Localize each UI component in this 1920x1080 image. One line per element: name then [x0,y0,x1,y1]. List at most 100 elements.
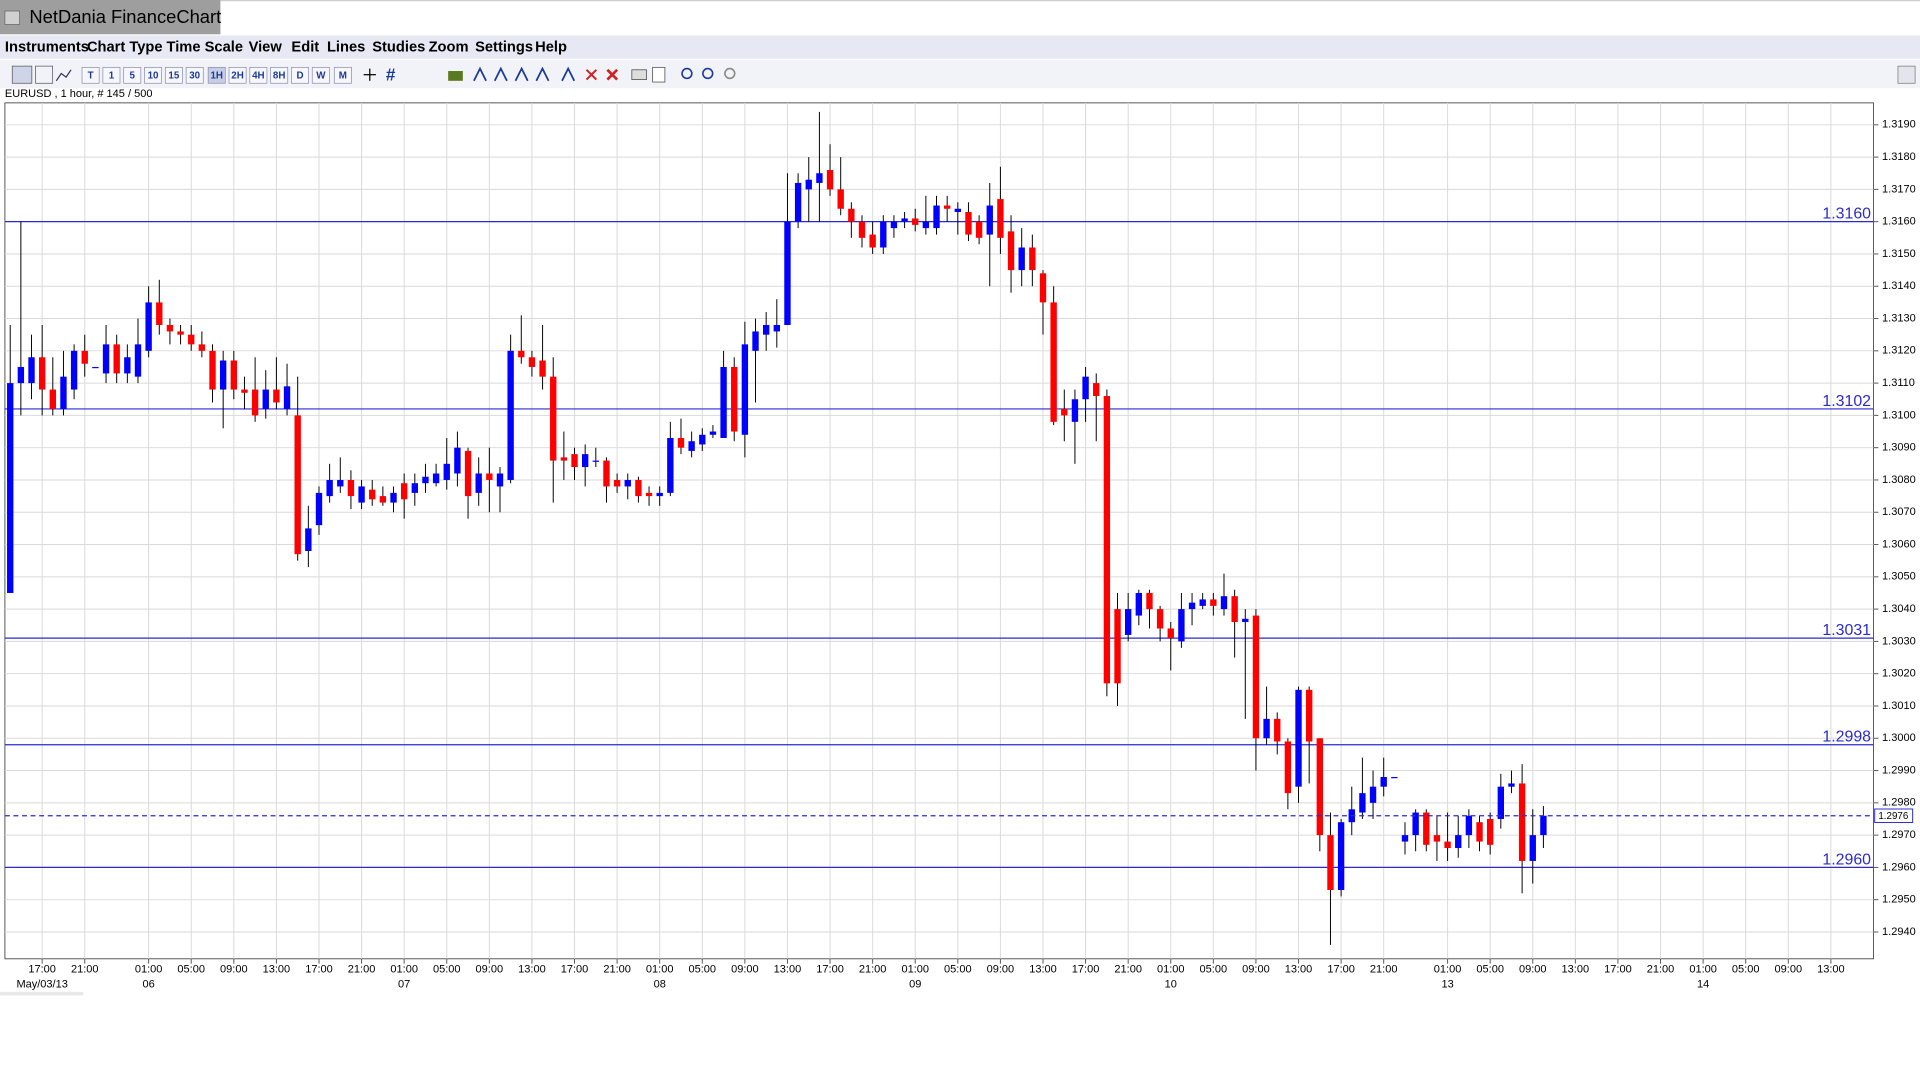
candle-body [1252,615,1260,739]
menu-item[interactable]: Help [535,40,567,56]
timescale-label[interactable]: 8H [273,71,286,82]
timescale-label[interactable]: M [339,71,347,82]
timescale-button[interactable] [249,66,268,84]
candle-body [1518,783,1526,861]
x-tick-label: 01:00 [1157,964,1185,976]
candle-body [1316,738,1324,836]
candle-body [645,492,653,497]
x-tick-label: 05:00 [1476,964,1504,976]
candle-body [965,211,972,235]
timescale-label[interactable]: 1H [210,71,223,82]
timescale-label[interactable]: W [316,71,326,82]
timescale-button[interactable] [291,66,309,84]
x-tick-label: 09:00 [987,964,1015,976]
grid-icon[interactable]: # [386,64,396,84]
preview-icon[interactable] [652,66,666,83]
candle-body [1380,777,1387,787]
bar-icon[interactable] [35,65,54,84]
timescale-label[interactable]: 4H [252,71,265,82]
menu-item[interactable]: Edit [291,40,319,56]
candle-body [443,463,450,480]
y-tick-label: 1.2980 [1882,797,1916,809]
timescale-label[interactable]: 2H [231,71,244,82]
x-tick-label: 13:00 [1817,964,1845,976]
candle-body [518,350,525,358]
menu-item[interactable]: View [249,40,283,56]
plot-area [4,102,1874,960]
candle-body [1093,383,1100,397]
timescale-button[interactable] [81,66,100,84]
x-tick-label: 13:00 [774,964,802,976]
zoom-out-icon[interactable] [702,67,714,80]
candle-body [166,324,174,332]
menu-item[interactable]: Time Scale [167,40,243,56]
menu-item[interactable]: Chart Type [87,40,163,56]
x-tick-label: 01:00 [390,964,418,976]
timescale-button[interactable] [123,66,142,84]
timescale-button[interactable] [207,66,226,84]
x-tick-label: 05:00 [688,964,716,976]
zoom-reset-icon[interactable] [724,67,736,80]
delete-all-icon[interactable] [606,68,619,81]
candle-icon[interactable] [11,65,33,84]
app-icon [4,10,20,25]
x-tick-label: 01:00 [135,964,163,976]
candle-body [805,179,812,190]
menu-item[interactable]: Zoom [429,40,469,56]
candle-body [1103,396,1111,684]
timescale-label[interactable]: 30 [189,71,200,82]
timescale-button[interactable] [144,66,162,84]
candle-body [837,189,844,209]
candle-body [177,331,184,335]
toolbar-toggle[interactable] [1897,65,1916,84]
candle-body [1327,835,1334,891]
menu-item[interactable]: Instruments [5,40,89,56]
candle-body [667,437,674,493]
delete-icon[interactable] [585,69,598,81]
timescale-button[interactable] [102,66,121,84]
candle-body [273,389,280,403]
zoom-in-icon[interactable] [681,67,693,80]
timescale-label[interactable]: 5 [130,71,136,82]
print-icon[interactable] [631,69,647,80]
menu-item[interactable]: Lines [327,40,365,56]
y-tick-label: 1.3050 [1882,571,1916,583]
y-tick-label: 1.3130 [1882,312,1916,324]
candle-body [1242,618,1249,623]
line-tools[interactable] [473,66,576,82]
candle-body [986,205,993,235]
line-icon[interactable] [55,69,72,82]
candle-body [262,389,269,409]
y-tick-label: 1.3030 [1882,635,1916,647]
candle-body [858,221,866,238]
x-tick-label: 17:00 [305,964,333,976]
x-tick-label: 05:00 [433,964,461,976]
timescale-button[interactable] [185,66,204,84]
timescale-button[interactable] [228,66,247,84]
candle-body [1423,812,1430,845]
candle-body [1337,822,1345,891]
timescale-button[interactable] [164,66,183,84]
candle-body [922,221,930,229]
x-tick-label: 09:00 [731,964,759,976]
x-tick-label: 17:00 [1072,964,1100,976]
x-tick-label: 21:00 [348,964,376,976]
candle-body [1082,376,1089,400]
candle-body [1018,247,1025,271]
menu-item[interactable]: Settings [475,40,533,56]
candle-body [1007,231,1015,271]
timescale-button[interactable] [270,66,289,84]
level-label: 1.3102 [1822,393,1871,410]
timescale-button[interactable] [333,66,352,84]
timescale-button[interactable] [311,66,330,84]
volume-icon[interactable] [448,71,463,81]
timescale-label[interactable]: 1 [109,71,115,82]
candle-body [869,234,876,248]
timescale-label[interactable]: 10 [148,71,159,82]
timescale-label[interactable]: T [88,71,94,82]
candle-body [113,344,120,374]
menu-item[interactable]: Studies [372,40,425,56]
x-tick-label: 01:00 [1689,964,1717,976]
timescale-label[interactable]: 15 [168,71,179,82]
timescale-label[interactable]: D [296,71,303,82]
